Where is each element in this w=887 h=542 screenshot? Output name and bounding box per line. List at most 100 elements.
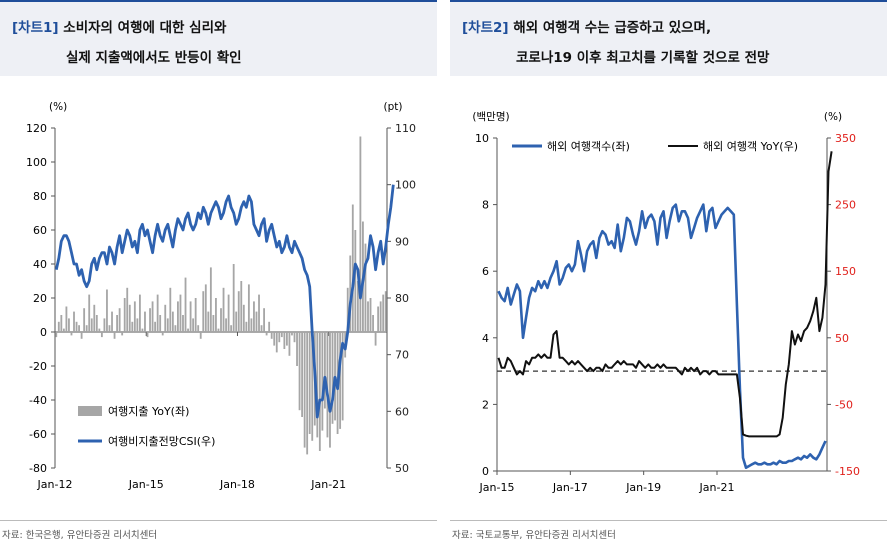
bar-yoy bbox=[202, 291, 205, 332]
bar-yoy bbox=[318, 332, 321, 451]
bar-yoy bbox=[372, 315, 374, 332]
bar-yoy bbox=[301, 332, 304, 417]
left-tick-label: 80 bbox=[33, 190, 47, 203]
right-tick-label: 50 bbox=[835, 332, 849, 345]
right-tick-label: 150 bbox=[835, 265, 856, 278]
bar-yoy bbox=[179, 294, 182, 332]
bar-yoy bbox=[273, 332, 276, 346]
bar-yoy bbox=[250, 318, 253, 332]
bar-yoy bbox=[98, 328, 101, 332]
bar-yoy bbox=[151, 301, 154, 332]
left-tick-label: 2 bbox=[482, 398, 489, 411]
bar-yoy bbox=[308, 332, 311, 434]
travelers-line bbox=[497, 203, 827, 470]
bar-yoy bbox=[288, 332, 291, 356]
right-tick-label: 90 bbox=[395, 235, 409, 248]
bar-yoy bbox=[126, 287, 129, 332]
bar-yoy bbox=[240, 281, 243, 332]
bar-yoy bbox=[212, 315, 215, 332]
legend-swatch-yoy bbox=[78, 406, 102, 416]
bar-yoy bbox=[187, 328, 189, 332]
bar-yoy bbox=[121, 332, 124, 336]
bar-yoy bbox=[278, 332, 281, 343]
bar-yoy bbox=[204, 284, 207, 332]
left-tick-label: 20 bbox=[33, 292, 47, 305]
right-tick-label: 60 bbox=[395, 405, 409, 418]
chart1-panel: [차트1] 소비자의 여행에 대한 심리와 실제 지출액에서도 반등이 확인 (… bbox=[0, 0, 437, 542]
bar-yoy bbox=[146, 332, 149, 338]
right-tick-label: 70 bbox=[395, 349, 409, 362]
chart2-title-line1: [차트2] 해외 여행객 수는 급증하고 있으며, bbox=[462, 16, 711, 36]
bar-yoy bbox=[177, 301, 179, 332]
chart1-title-box: [차트1] 소비자의 여행에 대한 심리와 실제 지출액에서도 반등이 확인 bbox=[0, 0, 437, 76]
bar-yoy bbox=[209, 267, 212, 332]
bar-yoy bbox=[369, 298, 372, 332]
bar-yoy bbox=[118, 308, 121, 332]
bar-yoy bbox=[189, 301, 192, 332]
left-unit-label: (%) bbox=[49, 101, 67, 113]
left-tick-label: -60 bbox=[29, 428, 47, 441]
x-tick-label: Jan-15 bbox=[128, 478, 164, 491]
x-tick-label: Jan-19 bbox=[625, 481, 661, 494]
bar-yoy bbox=[207, 311, 210, 332]
bar-yoy bbox=[182, 315, 184, 332]
bar-yoy bbox=[111, 311, 113, 332]
chart2-svg: (백만명) (%) 10 8 6 4 2 0 350 250 150 50 -50 -150 Jan-15 J… bbox=[472, 111, 860, 494]
legend-label-yoy: 여행지출 YoY(좌) bbox=[108, 405, 189, 418]
bar-yoy bbox=[161, 332, 164, 336]
bar-yoy bbox=[164, 304, 167, 332]
bar-yoy bbox=[227, 294, 230, 332]
chart2-title-box: [차트2] 해외 여행객 수는 급증하고 있으며, 코로나19 이후 최고치를 … bbox=[450, 0, 887, 76]
chart1-title-line1: [차트1] 소비자의 여행에 대한 심리와 bbox=[12, 16, 226, 36]
bar-yoy bbox=[230, 325, 233, 332]
bar-yoy bbox=[62, 328, 65, 332]
bar-yoy bbox=[138, 294, 141, 332]
bar-yoy bbox=[285, 332, 288, 346]
bar-yoy bbox=[171, 311, 174, 332]
bar-yoy bbox=[144, 311, 146, 332]
bar-yoy bbox=[237, 291, 240, 332]
bar-yoy bbox=[242, 304, 245, 332]
left-tick-label: 60 bbox=[33, 224, 47, 237]
x-tick-label: Jan-21 bbox=[310, 478, 346, 491]
bar-yoy bbox=[95, 315, 98, 332]
bar-yoy bbox=[169, 287, 172, 332]
left-tick-label: 4 bbox=[482, 332, 489, 345]
bar-yoy bbox=[194, 298, 197, 332]
bar-yoy bbox=[247, 284, 250, 332]
bar-yoy bbox=[113, 332, 116, 339]
chart1-source: 자료: 한국은행, 유안타증권 리서치센터 bbox=[2, 530, 158, 541]
chart1-tag: [차트1] bbox=[12, 20, 59, 36]
left-tick-label: -80 bbox=[29, 462, 47, 475]
legend-label-yoy: 해외 여행객 YoY(우) bbox=[703, 139, 798, 153]
bar-yoy bbox=[156, 294, 159, 332]
chart1-title-text1: 소비자의 여행에 대한 심리와 bbox=[63, 20, 227, 36]
bar-yoy bbox=[306, 332, 309, 455]
bar-yoy bbox=[265, 332, 268, 336]
bar-yoy bbox=[116, 315, 119, 332]
bar-yoy bbox=[149, 308, 151, 332]
bar-yoy bbox=[184, 277, 187, 332]
bar-yoy bbox=[108, 325, 111, 332]
bar-yoy bbox=[303, 332, 306, 448]
bar-yoy bbox=[354, 230, 357, 332]
bar-yoy bbox=[136, 318, 139, 332]
chart1-svg: (%) (pt) 120 100 80 60 40 20 0 -20 -40 -60 -80 110 100… bbox=[26, 101, 416, 491]
chart2-title-text1: 해외 여행객 수는 급증하고 있으며, bbox=[513, 20, 712, 36]
bar-yoy bbox=[377, 306, 380, 332]
bar-yoy bbox=[245, 321, 248, 332]
right-tick-label: 100 bbox=[395, 179, 416, 192]
right-tick-label: -150 bbox=[835, 465, 860, 478]
left-tick-label: 0 bbox=[482, 465, 489, 478]
right-tick-label: 110 bbox=[395, 122, 416, 135]
bar-yoy bbox=[235, 311, 238, 332]
bar-yoy bbox=[222, 287, 225, 332]
bar-yoy bbox=[291, 332, 293, 336]
bar-yoy bbox=[329, 332, 331, 448]
bar-yoy bbox=[215, 298, 217, 332]
bar-yoy bbox=[359, 136, 362, 332]
bar-yoy bbox=[131, 321, 134, 332]
bar-yoy bbox=[351, 204, 354, 332]
chart1-source-rule bbox=[0, 520, 437, 521]
left-unit-label: (백만명) bbox=[472, 111, 509, 123]
